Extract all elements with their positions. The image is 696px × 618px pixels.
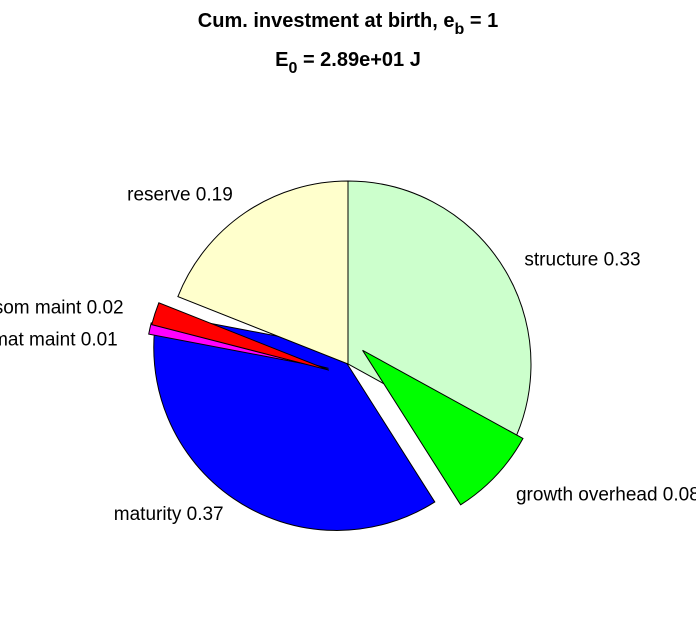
pie-slice-label-0: structure 0.33 bbox=[524, 250, 640, 271]
pie-slices bbox=[148, 180, 532, 531]
pie-slice-label-4: som maint 0.02 bbox=[0, 297, 124, 318]
chart-title-line2: E0 = 2.89e+01 J bbox=[275, 49, 421, 77]
pie-slice-label-2: maturity 0.37 bbox=[114, 504, 224, 525]
pie-slice-1 bbox=[362, 349, 524, 506]
pie-labels: structure 0.33 growth overhead 0.08 maturi… bbox=[0, 184, 696, 524]
pie-slice-label-3: mat maint 0.01 bbox=[0, 329, 118, 350]
chart-title-line1: Cum. investment at birth, eb = 1 bbox=[198, 10, 498, 38]
pie-slice-4 bbox=[151, 302, 330, 371]
pie-slice-2 bbox=[153, 312, 436, 531]
pie-slice-label-1: growth overhead 0.08 bbox=[516, 484, 696, 505]
pie-slice-label-5: reserve 0.19 bbox=[127, 184, 233, 205]
pie-slice-5 bbox=[177, 180, 349, 365]
